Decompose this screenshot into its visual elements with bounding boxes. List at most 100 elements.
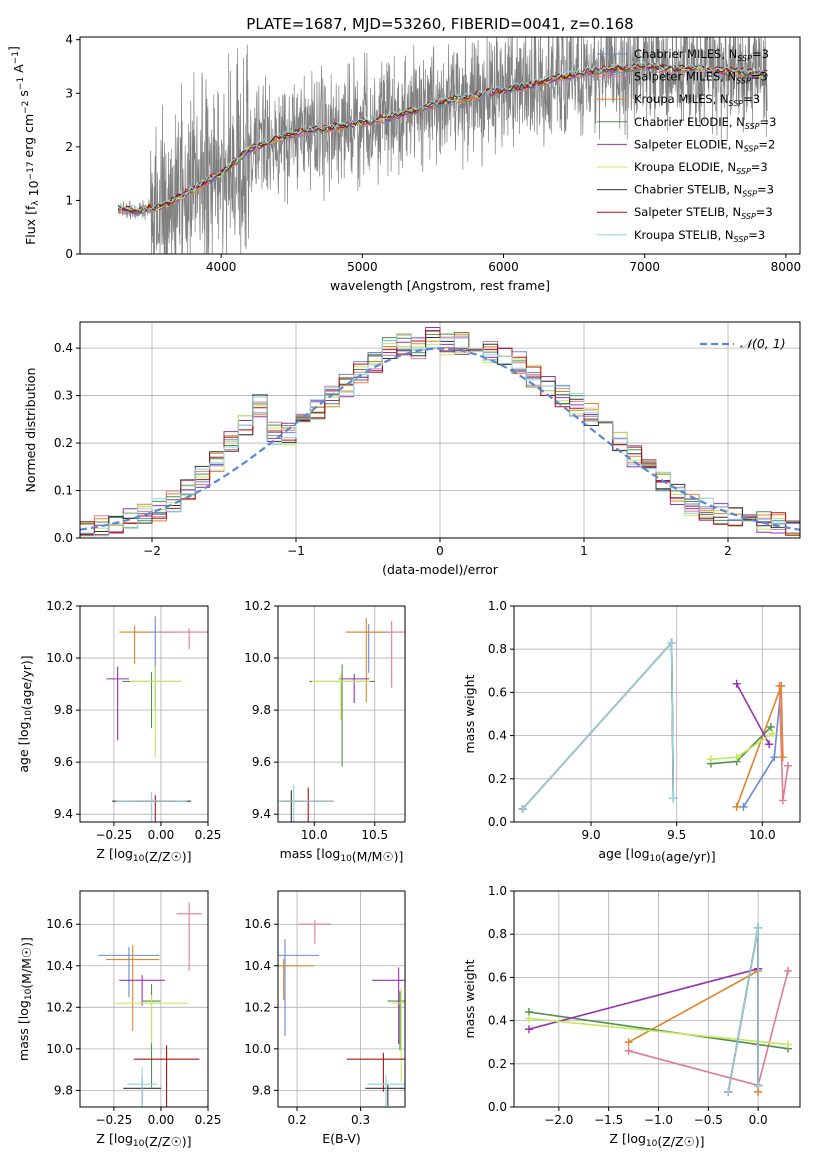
y-axis-label: age [log10(age/yr)] <box>16 655 34 772</box>
y-tick-label: 9.6 <box>54 755 73 769</box>
y-tick-label: 10.0 <box>244 1042 271 1056</box>
series-8 <box>727 927 759 1093</box>
x-axis-label: wavelength [Angstrom, rest frame] <box>330 278 550 293</box>
panel-age-vs-mass: 10.0 10.5 9.4 9.6 9.8 10.0 10.2 mass [log10(M/M… <box>244 599 406 864</box>
series-4 <box>735 683 770 745</box>
y-tick-label: 9.8 <box>252 1083 271 1097</box>
x-tick-label: 0.00 <box>148 1113 175 1127</box>
series-8 <box>522 640 675 810</box>
x-tick-label: 0.3 <box>351 1113 370 1127</box>
axes-frame <box>513 605 801 823</box>
y-tick-label: 0.2 <box>488 1057 507 1071</box>
y-tick-label: 0.8 <box>488 642 507 656</box>
y-axis-label: mass [log10(M/M☉)] <box>16 937 34 1061</box>
y-tick-label: 1.0 <box>488 599 507 613</box>
normal-curve <box>80 347 800 531</box>
y-axis-label: Flux [fλ 10−17 erg cm−2 s−1 A−1] <box>6 46 41 245</box>
series-1 <box>778 685 789 801</box>
y-tick-label: 9.8 <box>54 703 73 717</box>
point-1 <box>624 1046 633 1055</box>
point-4 <box>732 679 741 688</box>
point-5 <box>732 753 741 762</box>
y-tick-label: 10.4 <box>46 959 73 973</box>
x-axis-label: mass [log10(M/M☉)] <box>280 846 404 864</box>
x-tick-label: −0.25 <box>95 1113 132 1127</box>
panel-mass-vs-Z: −0.25 0.00 0.25 9.8 10.0 10.2 10.4 10.6 Z [log10… <box>16 890 222 1149</box>
model-fit-8 <box>117 60 768 211</box>
point-5 <box>706 755 715 764</box>
y-tick-label: 0.2 <box>488 772 507 786</box>
axes-frame <box>79 36 801 255</box>
y-axis-label: Normed distribution <box>23 368 38 493</box>
y-tick-label: 1 <box>65 193 73 207</box>
y-tick-label: 0.4 <box>488 729 507 743</box>
x-tick-label: −1.5 <box>594 1113 623 1127</box>
point-4 <box>524 1025 533 1034</box>
x-tick-label: −0.25 <box>95 828 132 842</box>
y-tick-label: 0.3 <box>54 389 73 403</box>
y-tick-label: 10.6 <box>46 917 73 931</box>
x-tick-label: 7000 <box>629 260 660 274</box>
y-tick-label: 0.0 <box>488 815 507 829</box>
legend-label: Chabrier ELODIE, NSSP=3 <box>634 115 776 131</box>
point-5 <box>784 1040 793 1049</box>
plot-area <box>80 327 800 537</box>
y-tick-label: 9.4 <box>252 807 271 821</box>
y-tick-label: 9.6 <box>252 755 271 769</box>
plot-area <box>518 638 793 814</box>
point-1 <box>784 761 793 770</box>
y-tick-label: 10.0 <box>244 651 271 665</box>
x-tick-label: 5000 <box>347 260 378 274</box>
point-8 <box>754 923 763 932</box>
x-tick-label: −1.0 <box>644 1113 673 1127</box>
x-tick-label: 1 <box>580 544 588 558</box>
panel-massweight-vs-Z: −2.0 −1.5 −1.0 −0.5 0.0 0.0 0.2 0.4 0.6 0.8 1.0 Z [… <box>462 884 801 1149</box>
x-axis-label: Z [log10(Z/Z☉)] <box>96 1131 191 1149</box>
y-tick-label: 3 <box>65 86 73 100</box>
legend-label: 𝒩(0, 1) <box>740 336 786 351</box>
point-0 <box>739 802 748 811</box>
x-tick-label: 10.5 <box>361 828 388 842</box>
point-0 <box>770 753 779 762</box>
y-tick-label: 9.8 <box>54 1083 73 1097</box>
plot-area <box>117 37 768 254</box>
y-tick-label: 9.8 <box>252 703 271 717</box>
panel-residuals: −2 −1 0 1 2 0.0 0.1 0.2 0.3 0.4 (data-model)/error… <box>23 321 801 577</box>
axes-frame <box>277 890 406 1108</box>
x-axis-label: E(B-V) <box>322 1131 361 1146</box>
point-2 <box>624 1038 633 1047</box>
y-tick-label: 0.6 <box>488 970 507 984</box>
y-tick-label: 10.2 <box>46 1000 73 1014</box>
x-tick-label: 8000 <box>771 260 802 274</box>
y-tick-label: 9.4 <box>54 807 73 821</box>
legend-label: Kroupa STELIB, NSSP=3 <box>634 228 765 244</box>
plot-area <box>278 617 405 822</box>
x-tick-label: −2.0 <box>544 1113 573 1127</box>
x-tick-label: 0.25 <box>195 1113 222 1127</box>
axes-frame <box>79 605 209 823</box>
x-tick-label: 10.0 <box>301 828 328 842</box>
y-tick-label: 0.0 <box>488 1100 507 1114</box>
point-8 <box>754 1081 763 1090</box>
axes-frame <box>79 890 209 1108</box>
y-tick-label: 10.2 <box>244 599 271 613</box>
x-axis-label: age [log10(age/yr)] <box>598 846 715 864</box>
x-tick-label: 0 <box>436 544 444 558</box>
y-tick-label: 0.1 <box>54 484 73 498</box>
x-axis-label: Z [log10(Z/Z☉)] <box>609 1131 704 1149</box>
point-1 <box>778 796 787 805</box>
y-tick-label: 2 <box>65 140 73 154</box>
x-tick-label: 9.0 <box>582 828 601 842</box>
y-tick-label: 0.8 <box>488 927 507 941</box>
panel-massweight-vs-age: 9.0 9.5 10.0 0.0 0.2 0.4 0.6 0.8 1.0 age [log10(a… <box>462 599 801 864</box>
plot-area <box>106 616 208 822</box>
y-tick-label: 10.2 <box>244 1000 271 1014</box>
figure-title: PLATE=1687, MJD=53260, FIBERID=0041, z=0… <box>246 15 633 33</box>
legend: Chabrier MILES, NSSP=3 Salpeter MILES, NS… <box>597 47 776 244</box>
observed-spectrum <box>117 37 768 254</box>
point-4 <box>765 740 774 749</box>
legend-label: Salpeter MILES, NSSP=3 <box>634 70 768 86</box>
x-tick-label: 9.5 <box>667 828 686 842</box>
x-tick-label: 0.25 <box>195 828 222 842</box>
y-tick-label: 1.0 <box>488 884 507 898</box>
